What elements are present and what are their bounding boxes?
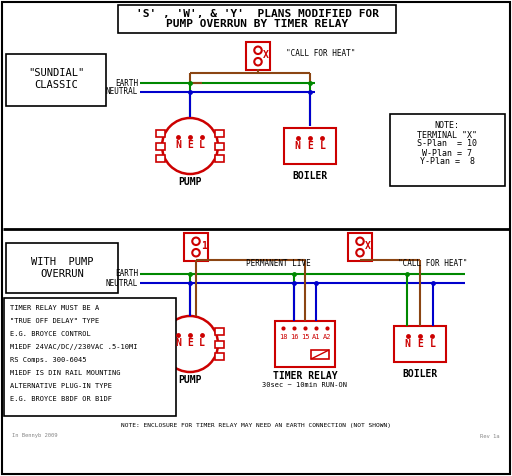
- Circle shape: [162, 118, 218, 174]
- Text: PERMANENT LIVE: PERMANENT LIVE: [246, 258, 310, 268]
- Circle shape: [356, 238, 364, 245]
- Text: A2: A2: [323, 334, 331, 340]
- Text: M1EDF 24VAC/DC//230VAC .5-10MI: M1EDF 24VAC/DC//230VAC .5-10MI: [10, 344, 138, 350]
- Text: "CALL FOR HEAT": "CALL FOR HEAT": [398, 258, 467, 268]
- Text: 'S' , 'W', & 'Y'  PLANS MODIFIED FOR: 'S' , 'W', & 'Y' PLANS MODIFIED FOR: [136, 9, 378, 19]
- Bar: [156, 340, 165, 347]
- Text: "CALL FOR HEAT": "CALL FOR HEAT": [286, 49, 355, 58]
- Circle shape: [254, 58, 262, 66]
- Text: TERMINAL "X": TERMINAL "X": [417, 130, 477, 139]
- Text: E: E: [187, 337, 193, 347]
- Text: PUMP OVERRUN BY TIMER RELAY: PUMP OVERRUN BY TIMER RELAY: [166, 19, 348, 29]
- Text: L: L: [199, 139, 205, 149]
- Circle shape: [193, 238, 200, 245]
- Bar: [184, 233, 208, 261]
- Bar: [118, 5, 396, 33]
- Text: E: E: [187, 139, 193, 149]
- Text: A1: A1: [312, 334, 320, 340]
- Text: E.G. BROYCE B8DF OR B1DF: E.G. BROYCE B8DF OR B1DF: [10, 396, 112, 402]
- Text: L: L: [199, 337, 205, 347]
- Bar: [6, 54, 106, 106]
- Bar: [215, 155, 224, 162]
- Text: X: X: [263, 50, 269, 60]
- Bar: [156, 353, 165, 360]
- Bar: [215, 340, 224, 347]
- Bar: [215, 353, 224, 360]
- Text: N: N: [404, 339, 411, 349]
- Bar: [215, 130, 224, 137]
- Text: 30sec ~ 10min RUN-ON: 30sec ~ 10min RUN-ON: [263, 382, 348, 388]
- Text: EARTH: EARTH: [115, 269, 138, 278]
- Text: "SUNDIAL"
CLASSIC: "SUNDIAL" CLASSIC: [28, 68, 84, 90]
- Text: NOTE:: NOTE:: [435, 121, 459, 130]
- Text: BOILER: BOILER: [402, 369, 438, 379]
- Text: ALTERNATIVE PLUG-IN TYPE: ALTERNATIVE PLUG-IN TYPE: [10, 383, 112, 389]
- Text: TIMER RELAY MUST BE A: TIMER RELAY MUST BE A: [10, 305, 99, 311]
- Text: NOTE: ENCLOSURE FOR TIMER RELAY MAY NEED AN EARTH CONNECTION (NOT SHOWN): NOTE: ENCLOSURE FOR TIMER RELAY MAY NEED…: [121, 424, 391, 428]
- Circle shape: [356, 249, 364, 257]
- Text: PUMP: PUMP: [178, 177, 202, 187]
- Text: EARTH: EARTH: [115, 79, 138, 88]
- Text: E.G. BROYCE CONTROL: E.G. BROYCE CONTROL: [10, 331, 91, 337]
- Bar: [284, 128, 336, 164]
- Bar: [246, 42, 270, 70]
- Bar: [4, 298, 176, 416]
- Text: E: E: [417, 339, 423, 349]
- Bar: [311, 350, 329, 359]
- Text: L: L: [430, 339, 435, 349]
- Bar: [275, 321, 335, 367]
- Text: N: N: [175, 139, 181, 149]
- Text: N: N: [294, 141, 301, 151]
- Text: X: X: [365, 241, 371, 251]
- Text: TIMER RELAY: TIMER RELAY: [273, 371, 337, 381]
- Text: Y-Plan =  8: Y-Plan = 8: [419, 158, 475, 167]
- Text: WITH  PUMP
OVERRUN: WITH PUMP OVERRUN: [31, 257, 93, 279]
- Bar: [215, 142, 224, 149]
- Bar: [156, 155, 165, 162]
- Circle shape: [193, 249, 200, 257]
- Circle shape: [162, 316, 218, 372]
- Text: RS Comps. 300-6045: RS Comps. 300-6045: [10, 357, 87, 363]
- Text: In Bennyb 2009: In Bennyb 2009: [12, 434, 57, 438]
- Text: 16: 16: [290, 334, 298, 340]
- Text: S-Plan  = 10: S-Plan = 10: [417, 139, 477, 149]
- Bar: [394, 326, 446, 362]
- Text: L: L: [319, 141, 326, 151]
- Bar: [390, 114, 505, 186]
- Bar: [156, 130, 165, 137]
- Text: NEUTRAL: NEUTRAL: [105, 278, 138, 288]
- Text: Rev 1a: Rev 1a: [480, 434, 500, 438]
- Text: NEUTRAL: NEUTRAL: [105, 88, 138, 97]
- Bar: [156, 328, 165, 335]
- Bar: [6, 243, 118, 293]
- Text: N: N: [175, 337, 181, 347]
- Bar: [348, 233, 372, 261]
- Bar: [156, 142, 165, 149]
- Bar: [215, 328, 224, 335]
- Text: PUMP: PUMP: [178, 375, 202, 385]
- Text: BOILER: BOILER: [292, 171, 328, 181]
- Text: 1: 1: [201, 241, 207, 251]
- Text: E: E: [307, 141, 313, 151]
- Text: W-Plan = 7: W-Plan = 7: [422, 149, 472, 158]
- Text: 18: 18: [279, 334, 287, 340]
- Text: M1EDF IS DIN RAIL MOUNTING: M1EDF IS DIN RAIL MOUNTING: [10, 370, 120, 376]
- Text: 15: 15: [301, 334, 309, 340]
- Text: "TRUE OFF DELAY" TYPE: "TRUE OFF DELAY" TYPE: [10, 318, 99, 324]
- Circle shape: [254, 47, 262, 54]
